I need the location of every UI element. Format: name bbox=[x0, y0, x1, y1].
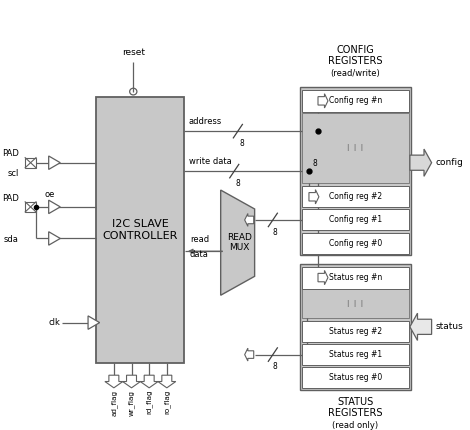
Polygon shape bbox=[318, 270, 328, 285]
Bar bbox=[300, 87, 411, 255]
Text: PAD: PAD bbox=[2, 150, 19, 159]
Text: Config reg #n: Config reg #n bbox=[329, 96, 382, 105]
Bar bbox=[302, 321, 408, 342]
Text: Status reg #n: Status reg #n bbox=[329, 273, 382, 282]
Text: oe: oe bbox=[44, 190, 55, 200]
Text: scl: scl bbox=[8, 169, 19, 178]
Text: Config reg #2: Config reg #2 bbox=[329, 192, 382, 201]
Text: clk: clk bbox=[48, 318, 60, 327]
Polygon shape bbox=[410, 149, 431, 176]
Bar bbox=[302, 90, 408, 112]
Text: (read only): (read only) bbox=[332, 421, 378, 430]
Text: READ
MUX: READ MUX bbox=[227, 233, 252, 252]
Polygon shape bbox=[245, 348, 254, 361]
Polygon shape bbox=[221, 190, 255, 295]
Polygon shape bbox=[49, 232, 60, 245]
Text: sda: sda bbox=[4, 235, 19, 244]
Text: wr_flag: wr_flag bbox=[128, 390, 135, 415]
Text: config: config bbox=[436, 158, 463, 167]
Polygon shape bbox=[123, 375, 141, 388]
Text: reset: reset bbox=[122, 48, 145, 57]
Text: 8: 8 bbox=[239, 139, 244, 148]
Text: status: status bbox=[436, 322, 463, 331]
Polygon shape bbox=[140, 375, 158, 388]
Polygon shape bbox=[318, 94, 328, 108]
Polygon shape bbox=[245, 213, 254, 226]
Text: ro_flag: ro_flag bbox=[164, 390, 170, 414]
Text: (read/write): (read/write) bbox=[330, 69, 380, 78]
Text: PAD: PAD bbox=[2, 194, 19, 203]
Text: STATUS
REGISTERS: STATUS REGISTERS bbox=[328, 397, 383, 418]
Text: 8: 8 bbox=[313, 159, 317, 168]
Bar bbox=[25, 158, 36, 168]
Bar bbox=[96, 98, 184, 362]
Text: read: read bbox=[190, 235, 209, 244]
Bar bbox=[302, 367, 408, 388]
Text: CONFIG
REGISTERS: CONFIG REGISTERS bbox=[328, 45, 383, 66]
Text: |  |  |: | | | bbox=[347, 300, 363, 307]
Text: Status reg #0: Status reg #0 bbox=[329, 373, 382, 382]
Text: I2C SLAVE
CONTROLLER: I2C SLAVE CONTROLLER bbox=[102, 219, 178, 241]
Text: ad_flag: ad_flag bbox=[110, 390, 117, 416]
Bar bbox=[300, 264, 411, 390]
Bar bbox=[25, 202, 36, 212]
Bar bbox=[302, 186, 408, 207]
Polygon shape bbox=[88, 316, 100, 329]
Text: Status reg #2: Status reg #2 bbox=[329, 327, 382, 336]
Bar bbox=[302, 344, 408, 365]
Text: Config reg #1: Config reg #1 bbox=[329, 215, 382, 224]
Text: 8: 8 bbox=[235, 179, 240, 187]
Bar bbox=[302, 209, 408, 230]
Text: write data: write data bbox=[189, 157, 232, 166]
Text: Status reg #1: Status reg #1 bbox=[329, 350, 382, 359]
Polygon shape bbox=[309, 190, 319, 204]
Polygon shape bbox=[105, 375, 123, 388]
Text: 8: 8 bbox=[273, 227, 277, 236]
Bar bbox=[302, 233, 408, 254]
Text: rd_flag: rd_flag bbox=[146, 390, 153, 414]
Text: data: data bbox=[190, 250, 209, 259]
Bar bbox=[302, 289, 408, 318]
Text: 8: 8 bbox=[273, 362, 277, 371]
Polygon shape bbox=[158, 375, 176, 388]
Polygon shape bbox=[49, 200, 60, 214]
Text: Config reg #0: Config reg #0 bbox=[329, 239, 382, 248]
Polygon shape bbox=[49, 156, 60, 169]
Polygon shape bbox=[410, 313, 431, 341]
Text: |  |  |: | | | bbox=[347, 144, 363, 151]
Bar bbox=[302, 113, 408, 183]
Text: address: address bbox=[189, 117, 222, 126]
Bar bbox=[302, 267, 408, 289]
